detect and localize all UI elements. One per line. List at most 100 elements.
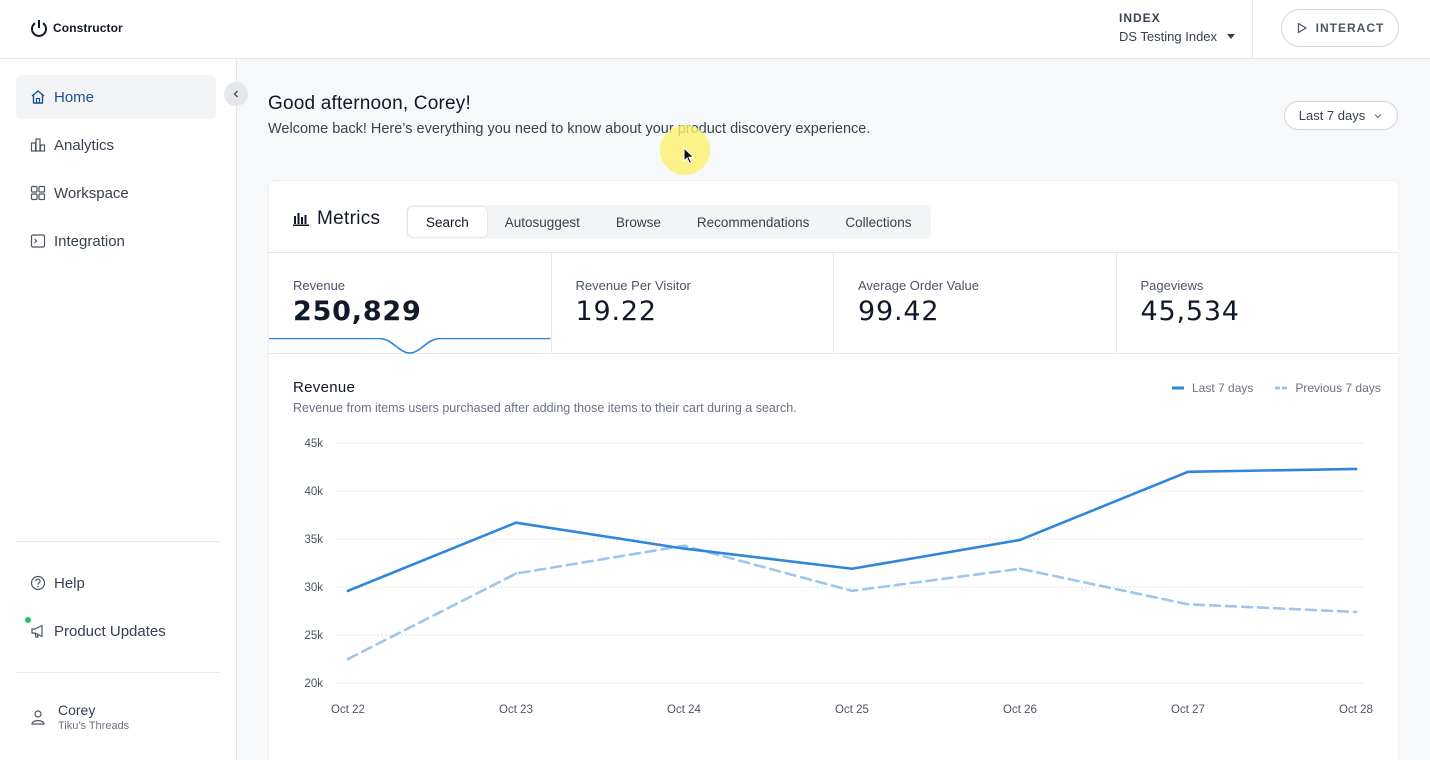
workspace-icon	[30, 185, 46, 201]
series-line-last-7-days[interactable]	[346, 467, 1358, 593]
x-tick-label: Oct 24	[667, 704, 701, 716]
caret-down-icon	[1227, 34, 1236, 39]
sidebar-item-product-updates[interactable]: Product Updates	[16, 609, 216, 653]
data-point[interactable]	[1354, 610, 1358, 614]
sidebar-item-analytics[interactable]: Analytics	[16, 123, 216, 167]
y-tick-label: 25k	[304, 630, 323, 642]
data-point[interactable]	[850, 589, 854, 593]
collapse-sidebar-button[interactable]	[224, 82, 248, 106]
date-range-value: Last 7 days	[1298, 108, 1366, 123]
tab-autosuggest[interactable]: Autosuggest	[504, 214, 580, 230]
chart-title: Revenue	[293, 379, 356, 396]
sidebar-item-label: Integration	[54, 232, 125, 250]
kpi-row: Revenue 250,829 Revenue Per Visitor 19.2…	[269, 253, 1398, 354]
data-point[interactable]	[682, 547, 686, 550]
interact-label: INTERACT	[1315, 21, 1385, 35]
index-value: DS Testing Index	[1119, 29, 1218, 44]
main-content: Good afternoon, Corey! Welcome back! Her…	[237, 59, 1430, 760]
kpi-revenue-per-visitor[interactable]: Revenue Per Visitor 19.22	[552, 253, 834, 353]
sidebar-divider	[16, 541, 220, 542]
sidebar-item-workspace[interactable]: Workspace	[16, 171, 216, 215]
data-point[interactable]	[514, 572, 518, 575]
tab-browse[interactable]: Browse	[615, 214, 661, 230]
home-icon	[31, 90, 45, 104]
x-tick-label: Oct 25	[835, 704, 869, 716]
kpi-value: 99.42	[858, 296, 940, 327]
index-selector[interactable]: INDEX DS Testing Index	[1119, 11, 1236, 44]
legend-item-previous-7-days[interactable]: Previous 7 days	[1275, 381, 1381, 395]
data-point[interactable]	[346, 657, 350, 661]
x-tick-label: Oct 23	[499, 704, 533, 716]
y-tick-label: 40k	[304, 486, 323, 498]
tab-recommendations[interactable]: Recommendations	[696, 214, 810, 230]
sidebar-item-help[interactable]: Help	[16, 561, 216, 605]
date-range-dropdown[interactable]: Last 7 days	[1284, 101, 1398, 130]
data-point[interactable]	[682, 544, 686, 548]
kpi-revenue[interactable]: Revenue 250,829	[269, 253, 552, 354]
kpi-label: Revenue	[293, 278, 346, 293]
data-point[interactable]	[1018, 567, 1022, 571]
sidebar-item-home[interactable]: Home	[16, 75, 216, 119]
user-name: Corey	[58, 702, 96, 718]
integration-icon	[30, 234, 46, 248]
logo-text: Constructor	[53, 21, 123, 35]
x-tick-label: Oct 28	[1339, 704, 1373, 716]
index-dropdown[interactable]: DS Testing Index	[1119, 29, 1236, 44]
chevron-left-icon	[233, 90, 238, 98]
chart-legend: Last 7 days Previous 7 days	[1172, 381, 1381, 395]
data-point[interactable]	[1354, 467, 1358, 471]
data-point[interactable]	[850, 567, 854, 571]
sidebar-item-integration[interactable]: Integration	[16, 219, 216, 263]
data-point[interactable]	[1186, 470, 1190, 474]
data-point[interactable]	[1186, 602, 1190, 606]
chevron-down-icon	[1374, 113, 1382, 118]
play-icon	[1297, 22, 1307, 34]
series-line-previous-7-days[interactable]	[346, 544, 1358, 661]
kpi-value: 250,829	[293, 296, 422, 327]
welcome-message: Welcome back! Here’s everything you need…	[268, 121, 871, 137]
kpi-value: 45,534	[1140, 296, 1240, 327]
data-point[interactable]	[346, 589, 350, 593]
sidebar-item-label: Workspace	[54, 184, 129, 202]
sidebar: Home Analytics Workspace Integration	[0, 59, 248, 760]
kpi-pageviews[interactable]: Pageviews 45,534	[1117, 253, 1399, 353]
user-profile[interactable]: Corey Tiku's Threads	[30, 702, 129, 732]
topbar-divider	[1252, 0, 1253, 59]
analytics-icon	[30, 138, 46, 152]
power-logo-icon	[31, 20, 47, 37]
metrics-header: Metrics Search Autosuggest Browse Recomm…	[269, 181, 1398, 253]
interact-button[interactable]: INTERACT	[1281, 9, 1399, 47]
sidebar-item-label: Help	[54, 574, 85, 592]
kpi-label: Revenue Per Visitor	[575, 278, 691, 293]
kpi-value: 19.22	[575, 296, 657, 327]
chart-subtitle: Revenue from items users purchased after…	[293, 401, 797, 415]
megaphone-icon	[31, 624, 43, 638]
mouse-pointer-icon	[683, 147, 695, 165]
index-label: INDEX	[1119, 11, 1161, 25]
kpi-label: Pageviews	[1140, 278, 1204, 293]
x-tick-label: Oct 22	[331, 704, 365, 716]
sidebar-item-label: Home	[54, 88, 95, 106]
user-icon	[31, 710, 45, 725]
x-tick-label: Oct 26	[1003, 704, 1037, 716]
kpi-average-order-value[interactable]: Average Order Value 99.42	[834, 253, 1117, 353]
sidebar-item-label: Product Updates	[54, 622, 166, 640]
data-point[interactable]	[1018, 538, 1022, 542]
legend-solid-swatch	[1172, 386, 1184, 390]
sidebar-divider	[16, 672, 220, 673]
tab-collections[interactable]: Collections	[845, 214, 912, 230]
revenue-line-chart: 45k 40k 35k 30k 25k 20k Oct 22 Oct 23 Oct 24 Oct …	[304, 438, 1373, 716]
legend-dashed-swatch	[1275, 386, 1288, 390]
constructor-logo[interactable]: Constructor	[29, 18, 123, 38]
data-point[interactable]	[514, 521, 518, 524]
page-title: Good afternoon, Corey!	[268, 93, 471, 114]
y-tick-label: 30k	[304, 582, 323, 594]
x-tick-label: Oct 27	[1171, 704, 1205, 716]
tab-search[interactable]: Search	[408, 207, 487, 237]
metrics-card: Metrics Search Autosuggest Browse Recomm…	[268, 180, 1399, 760]
notification-dot	[24, 616, 32, 624]
metrics-title-text: Metrics	[317, 208, 381, 229]
active-kpi-indicator	[269, 338, 551, 354]
y-tick-label: 45k	[304, 438, 323, 450]
legend-item-last-7-days[interactable]: Last 7 days	[1172, 381, 1253, 395]
